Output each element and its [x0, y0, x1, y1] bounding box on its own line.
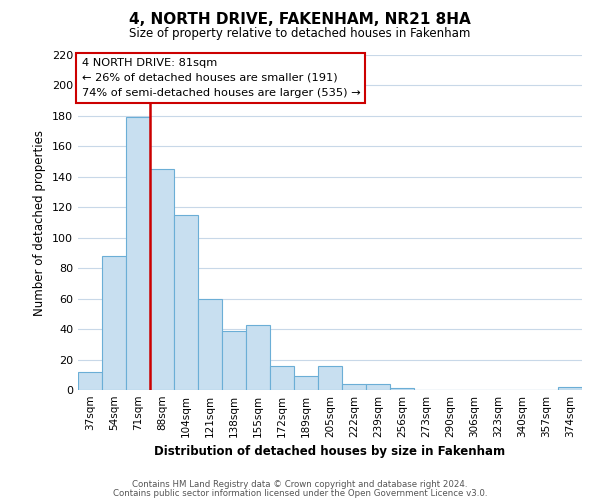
Bar	[366, 384, 390, 390]
Bar	[78, 372, 102, 390]
Bar	[174, 215, 198, 390]
Text: Contains HM Land Registry data © Crown copyright and database right 2024.: Contains HM Land Registry data © Crown c…	[132, 480, 468, 489]
Bar	[342, 384, 366, 390]
Bar	[558, 387, 582, 390]
Text: 4, NORTH DRIVE, FAKENHAM, NR21 8HA: 4, NORTH DRIVE, FAKENHAM, NR21 8HA	[129, 12, 471, 28]
Y-axis label: Number of detached properties: Number of detached properties	[34, 130, 46, 316]
Bar	[318, 366, 342, 390]
Bar	[390, 388, 414, 390]
Bar	[126, 118, 150, 390]
Bar	[246, 324, 270, 390]
Bar	[294, 376, 318, 390]
Bar	[270, 366, 294, 390]
Text: Size of property relative to detached houses in Fakenham: Size of property relative to detached ho…	[130, 28, 470, 40]
Bar	[150, 169, 174, 390]
X-axis label: Distribution of detached houses by size in Fakenham: Distribution of detached houses by size …	[154, 446, 506, 458]
Bar	[198, 298, 222, 390]
Text: Contains public sector information licensed under the Open Government Licence v3: Contains public sector information licen…	[113, 489, 487, 498]
Bar	[222, 330, 246, 390]
Text: 4 NORTH DRIVE: 81sqm
← 26% of detached houses are smaller (191)
74% of semi-deta: 4 NORTH DRIVE: 81sqm ← 26% of detached h…	[82, 58, 360, 98]
Bar	[102, 256, 126, 390]
